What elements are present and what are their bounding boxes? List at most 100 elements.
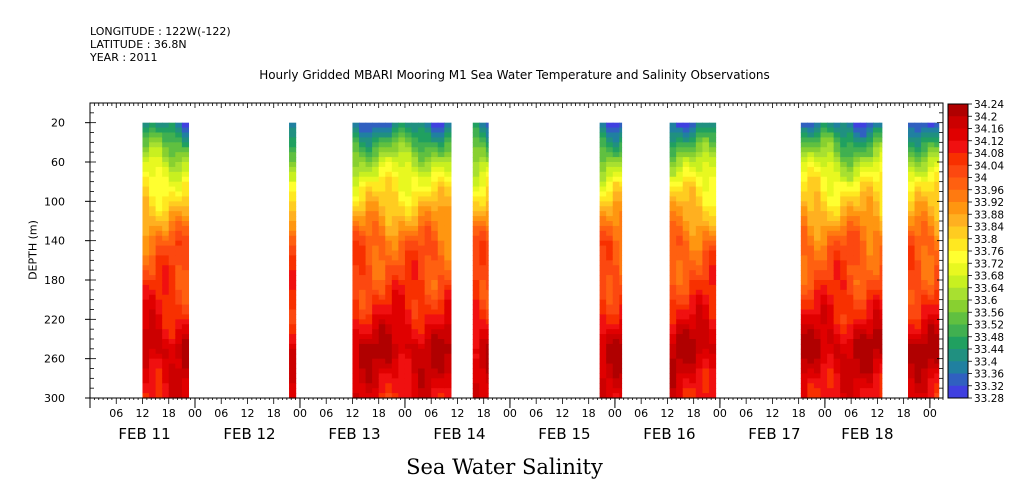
data-cell bbox=[175, 348, 183, 355]
data-cell bbox=[479, 166, 487, 173]
data-cell bbox=[908, 280, 916, 286]
data-cell bbox=[142, 280, 150, 286]
data-cell bbox=[833, 201, 841, 207]
data-cell bbox=[676, 191, 684, 198]
data-cell bbox=[437, 206, 445, 212]
data-cell bbox=[479, 275, 487, 281]
data-cell bbox=[289, 162, 297, 168]
data-cell bbox=[479, 240, 487, 247]
data-cell bbox=[385, 137, 393, 143]
data-cell bbox=[921, 201, 929, 207]
data-cell bbox=[695, 137, 704, 143]
data-cell bbox=[840, 240, 848, 247]
data-cell bbox=[921, 348, 929, 355]
data-cell bbox=[385, 265, 393, 271]
data-cell bbox=[866, 186, 874, 193]
data-cell bbox=[873, 348, 881, 355]
data-cell bbox=[168, 142, 176, 148]
data-cell bbox=[612, 378, 620, 384]
data-cell bbox=[612, 221, 620, 227]
data-cell bbox=[437, 211, 445, 217]
data-cell bbox=[921, 240, 929, 247]
data-cell bbox=[359, 294, 367, 301]
data-cell bbox=[485, 353, 489, 360]
data-cell bbox=[404, 216, 413, 222]
data-cell bbox=[859, 122, 868, 129]
data-cell bbox=[859, 343, 868, 350]
colorbar-label: 34.24 bbox=[974, 99, 1004, 111]
data-cell bbox=[385, 280, 393, 286]
data-cell bbox=[689, 157, 697, 163]
data-cell bbox=[619, 201, 623, 207]
x-day-label: FEB 14 bbox=[433, 425, 485, 443]
data-cell bbox=[846, 186, 854, 193]
data-cell bbox=[437, 363, 445, 370]
data-cell bbox=[162, 225, 170, 232]
data-cell bbox=[820, 201, 828, 207]
data-cell bbox=[676, 378, 684, 384]
data-cell bbox=[813, 235, 822, 242]
data-cell bbox=[411, 191, 419, 198]
data-cell bbox=[800, 378, 808, 384]
data-cell bbox=[927, 122, 935, 129]
data-cell bbox=[676, 221, 684, 227]
data-cell bbox=[175, 181, 183, 188]
colorbar-label: 34.04 bbox=[974, 160, 1004, 172]
data-cell bbox=[411, 152, 419, 158]
data-cell bbox=[365, 162, 373, 168]
data-cell bbox=[873, 137, 881, 143]
data-cell bbox=[908, 181, 916, 188]
data-cell bbox=[372, 230, 380, 237]
data-cell bbox=[695, 373, 704, 379]
data-cell bbox=[827, 270, 835, 276]
data-cell bbox=[619, 137, 623, 143]
data-cell bbox=[485, 368, 489, 375]
data-cell bbox=[398, 265, 406, 271]
data-cell bbox=[418, 122, 426, 129]
data-cell bbox=[168, 304, 176, 311]
data-cell bbox=[879, 206, 883, 212]
data-cell bbox=[813, 280, 822, 286]
data-cell bbox=[833, 142, 841, 148]
data-cell bbox=[149, 373, 157, 379]
data-cell bbox=[612, 284, 620, 291]
data-cell bbox=[908, 270, 916, 276]
data-cell bbox=[444, 216, 452, 222]
data-cell bbox=[181, 265, 190, 271]
data-cell bbox=[418, 221, 426, 227]
data-cell bbox=[921, 289, 929, 296]
data-cell bbox=[676, 280, 684, 286]
data-cell bbox=[669, 334, 677, 340]
data-cell bbox=[702, 176, 710, 183]
data-cell bbox=[155, 393, 163, 399]
data-cell bbox=[385, 383, 393, 389]
data-cell bbox=[820, 142, 828, 148]
data-cell bbox=[853, 137, 861, 143]
data-cell bbox=[175, 378, 183, 384]
data-cell bbox=[669, 383, 677, 389]
data-cell bbox=[934, 378, 940, 384]
data-cell bbox=[840, 181, 848, 188]
data-cell bbox=[800, 339, 808, 345]
data-cell bbox=[921, 132, 929, 139]
data-cell bbox=[142, 275, 150, 281]
data-cell bbox=[155, 132, 163, 139]
data-cell bbox=[708, 240, 717, 247]
data-cell bbox=[359, 206, 367, 212]
data-cell bbox=[676, 334, 684, 340]
data-cell bbox=[479, 289, 487, 296]
data-cell bbox=[365, 348, 373, 355]
data-cell bbox=[927, 176, 935, 183]
data-cell bbox=[859, 250, 868, 257]
data-cell bbox=[599, 216, 607, 222]
data-cell bbox=[927, 245, 935, 252]
data-cell bbox=[485, 388, 489, 394]
data-cell bbox=[599, 388, 607, 394]
data-cell bbox=[853, 147, 861, 153]
data-cell bbox=[682, 383, 690, 389]
data-cell bbox=[424, 324, 432, 330]
data-cell bbox=[472, 206, 480, 212]
data-cell bbox=[378, 186, 386, 193]
data-cell bbox=[365, 314, 373, 320]
data-cell bbox=[840, 260, 848, 266]
